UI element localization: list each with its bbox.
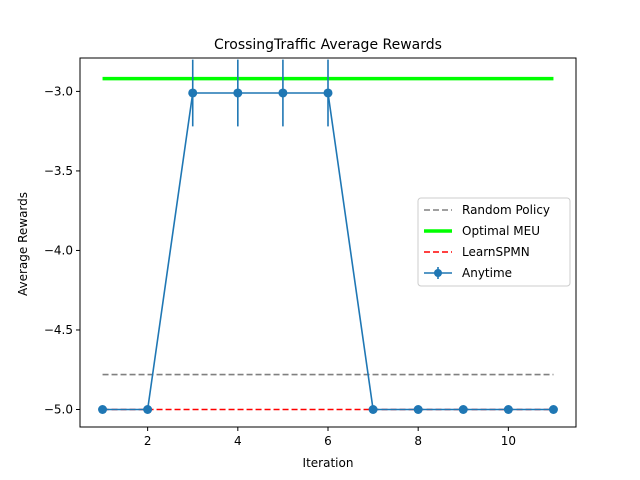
- y-tick-label: −4.0: [44, 243, 73, 257]
- x-tick-label: 2: [144, 434, 152, 448]
- x-tick-label: 10: [501, 434, 516, 448]
- y-tick-label: −4.5: [44, 323, 73, 337]
- data-point: [548, 405, 558, 415]
- axis-ticks: 2 4 6 8 10 −5.0 −4.5 −4.0 −3.5 −3.0: [44, 84, 516, 448]
- legend-box: [417, 197, 571, 287]
- data-point: [233, 88, 243, 98]
- chart-title: CrossingTraffic Average Rewards: [214, 37, 442, 53]
- legend-label: Optimal MEU: [462, 224, 540, 238]
- y-tick-label: −5.0: [44, 403, 73, 417]
- legend-swatch-marker: [434, 269, 442, 277]
- data-point: [503, 405, 513, 415]
- x-tick-label: 8: [414, 434, 422, 448]
- legend-label: LearnSPMN: [462, 245, 530, 259]
- data-point: [323, 88, 333, 98]
- y-tick-label: −3.0: [44, 84, 73, 98]
- legend: Random Policy Optimal MEU LearnSPMN Anytime: [417, 197, 571, 287]
- legend-label: Random Policy: [462, 203, 550, 217]
- x-axis-label: Iteration: [303, 456, 354, 470]
- legend-label: Anytime: [462, 266, 512, 280]
- x-tick-label: 4: [234, 434, 242, 448]
- data-point: [368, 405, 378, 415]
- data-point: [278, 88, 288, 98]
- y-tick-label: −3.5: [44, 164, 73, 178]
- data-point: [188, 88, 198, 98]
- data-point: [413, 405, 423, 415]
- data-point: [143, 405, 153, 415]
- data-point: [458, 405, 468, 415]
- y-axis-label: Average Rewards: [16, 192, 30, 296]
- x-tick-label: 6: [324, 434, 332, 448]
- plot-area: [98, 59, 558, 415]
- data-point: [98, 405, 108, 415]
